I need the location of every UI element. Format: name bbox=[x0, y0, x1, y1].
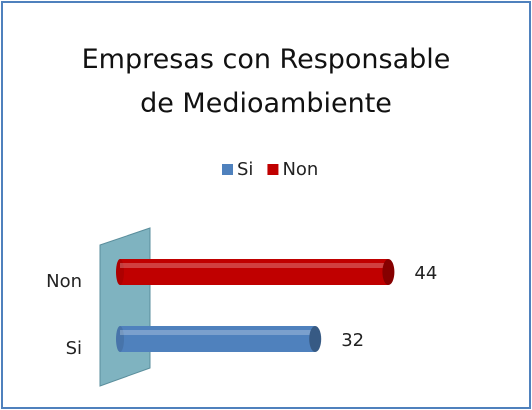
legend-swatch bbox=[267, 164, 279, 175]
chart-title: Empresas con Responsable de Medioambient… bbox=[81, 44, 451, 119]
bar-end bbox=[116, 326, 124, 352]
bar bbox=[120, 259, 389, 285]
legend-swatch bbox=[222, 164, 233, 175]
y-tick-label: Non bbox=[46, 271, 82, 292]
y-tick-label: Si bbox=[66, 338, 82, 359]
legend-label: Si bbox=[237, 159, 253, 180]
value-label: 32 bbox=[341, 330, 364, 351]
legend-label: Non bbox=[282, 159, 318, 180]
bar-end bbox=[116, 259, 124, 285]
back-wall bbox=[99, 227, 151, 387]
value-label: 44 bbox=[414, 263, 437, 284]
bar-highlight bbox=[120, 330, 316, 335]
bar-cap bbox=[309, 326, 322, 352]
bar bbox=[120, 326, 316, 352]
bar-cap bbox=[382, 259, 395, 285]
bar-highlight bbox=[120, 263, 389, 268]
